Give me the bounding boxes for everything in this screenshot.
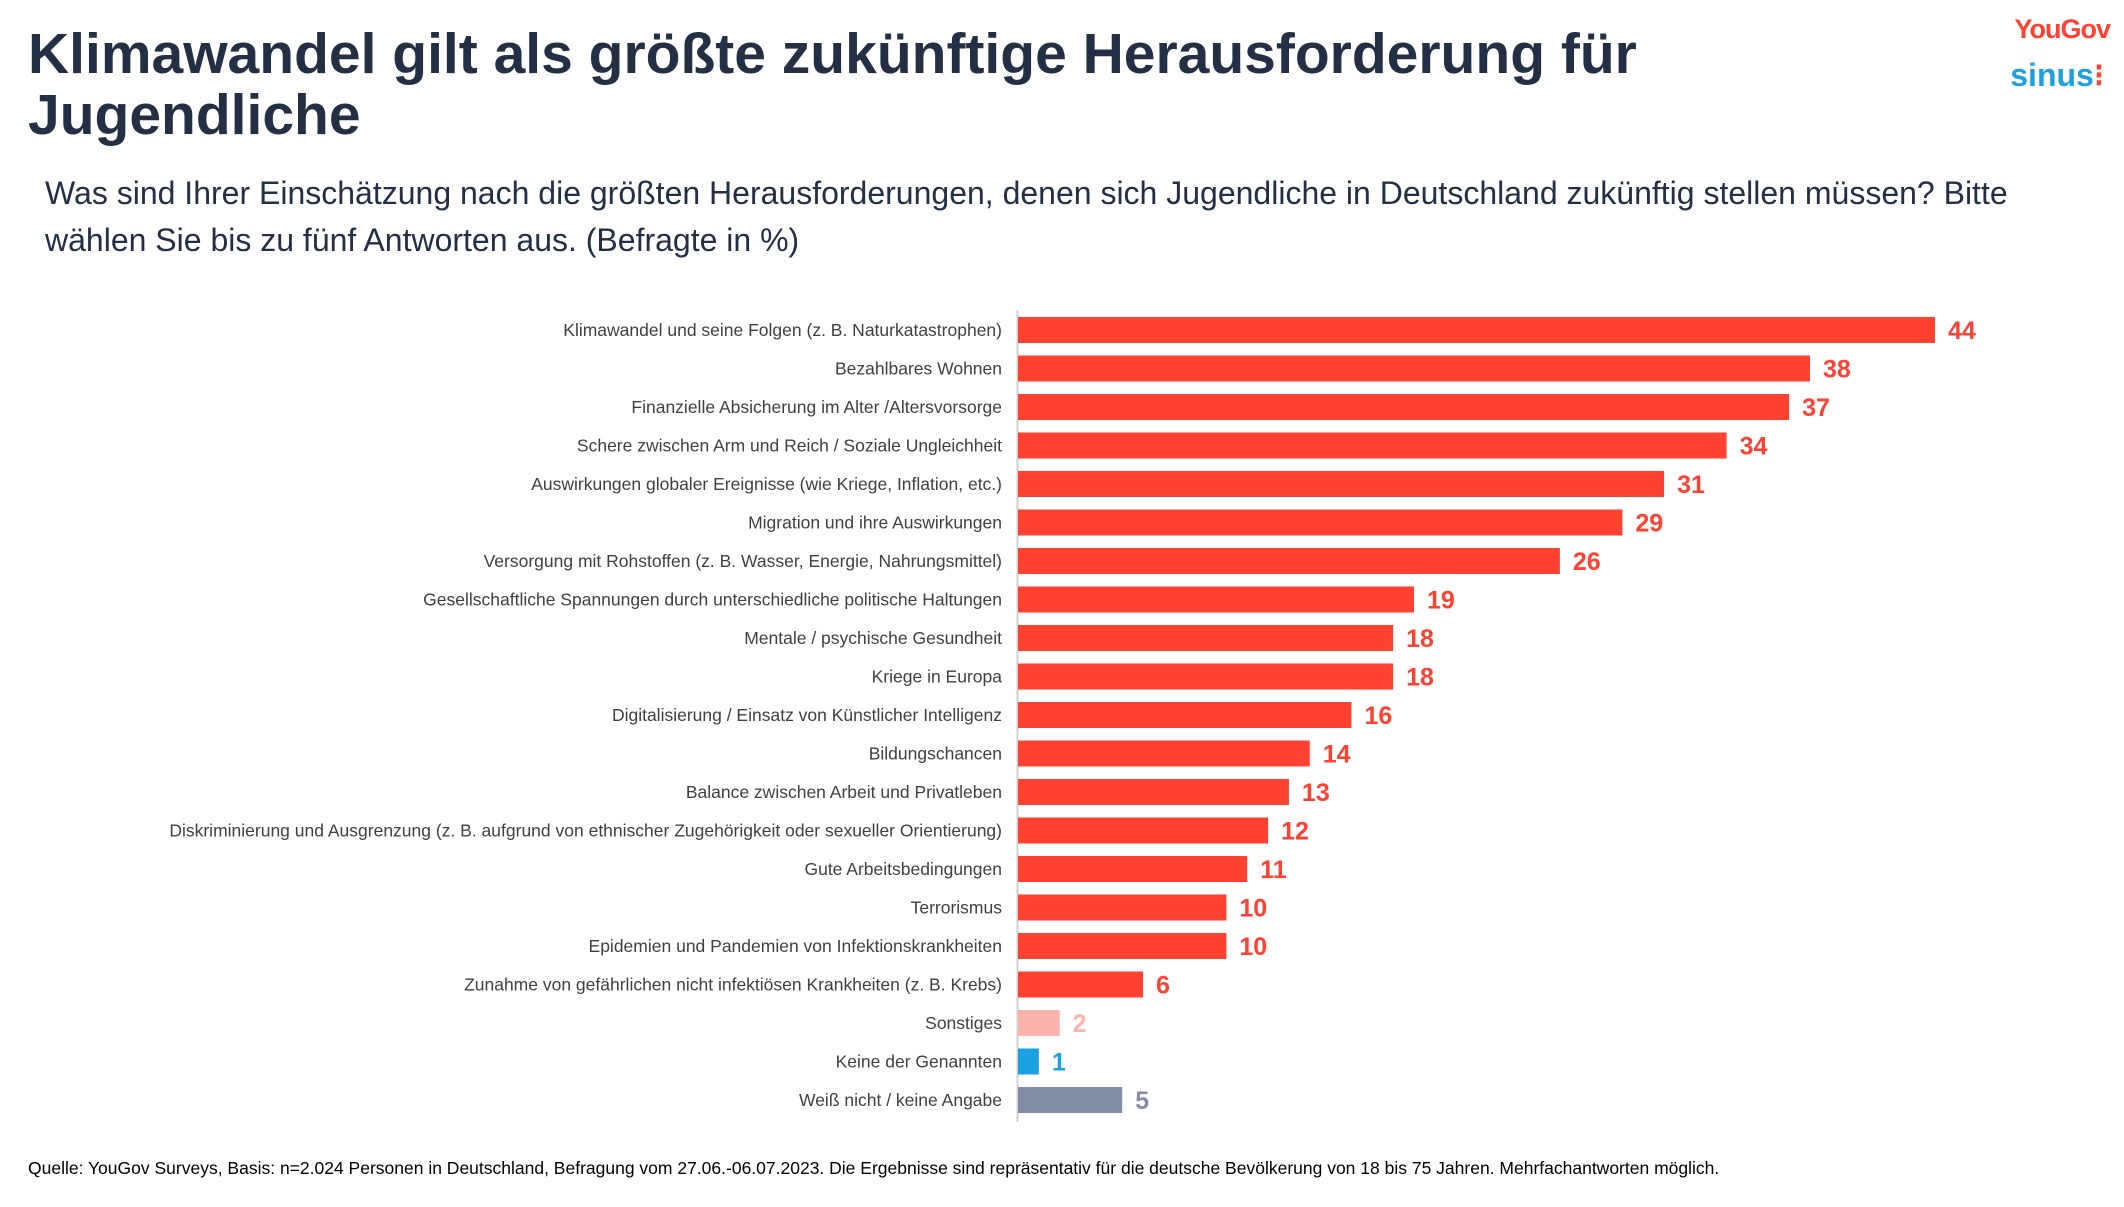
value-label: 44 [1948, 317, 1976, 345]
category-label: Keine der Genannten [836, 1052, 1002, 1072]
bar [1018, 1087, 1123, 1113]
page-title: Klimawandel gilt als größte zukünftige H… [28, 22, 1637, 147]
value-label: 6 [1156, 972, 1170, 1000]
bar [1018, 317, 1935, 343]
bar [1018, 548, 1560, 574]
value-label: 38 [1823, 356, 1851, 384]
source-footnote: Quelle: YouGov Surveys, Basis: n=2.024 P… [28, 1158, 1720, 1178]
bar [1018, 663, 1394, 690]
category-label: Gesellschaftliche Spannungen durch unter… [423, 590, 1002, 610]
value-label: 31 [1677, 471, 1705, 499]
bar [1018, 432, 1727, 459]
category-label: Diskriminierung und Ausgrenzung (z. B. a… [169, 821, 1002, 841]
bar [1018, 894, 1227, 921]
bar [1018, 394, 1790, 420]
category-label: Zunahme von gefährlichen nicht infektiös… [464, 975, 1002, 995]
chart-subtitle: Was sind Ihrer Einschätzung nach die grö… [45, 175, 2008, 258]
bar [1018, 586, 1414, 613]
value-label: 10 [1239, 933, 1267, 961]
bar [1018, 856, 1248, 882]
yougov-logo: YouGov [2014, 14, 2111, 44]
value-label: 34 [1740, 433, 1768, 461]
category-label: Weiß nicht / keine Angabe [799, 1090, 1002, 1110]
category-label: Auswirkungen globaler Ereignisse (wie Kr… [531, 474, 1002, 494]
value-label: 18 [1406, 625, 1434, 653]
bar [1018, 740, 1310, 767]
bar [1018, 509, 1623, 536]
category-label: Digitalisierung / Einsatz von Künstliche… [612, 705, 1002, 725]
category-label: Sonstiges [925, 1013, 1002, 1033]
category-label: Migration und ihre Auswirkungen [748, 513, 1002, 533]
category-label: Gute Arbeitsbedingungen [804, 859, 1002, 879]
value-label: 1 [1052, 1049, 1066, 1077]
bar [1018, 355, 1810, 382]
category-label: Terrorismus [911, 898, 1003, 918]
bar [1018, 1048, 1039, 1075]
value-label: 19 [1427, 587, 1455, 615]
value-label: 12 [1281, 818, 1309, 846]
sinus-logo: sinus⁝ [2010, 57, 2104, 93]
category-label: Kriege in Europa [872, 667, 1003, 687]
category-label: Bezahlbares Wohnen [835, 359, 1002, 379]
bar [1018, 779, 1289, 805]
bar [1018, 625, 1394, 651]
bar-chart: Klimawandel und seine Folgen (z. B. Natu… [169, 310, 1976, 1122]
value-label: 14 [1323, 741, 1351, 769]
category-label: Schere zwischen Arm und Reich / Soziale … [577, 436, 1002, 456]
value-label: 5 [1135, 1087, 1149, 1115]
bar [1018, 817, 1269, 844]
value-label: 29 [1635, 510, 1663, 538]
bar [1018, 471, 1665, 497]
category-label: Bildungschancen [869, 744, 1002, 764]
category-label: Mentale / psychische Gesundheit [744, 628, 1002, 648]
category-label: Finanzielle Absicherung im Alter /Alters… [631, 397, 1002, 417]
bar [1018, 1010, 1060, 1036]
value-label: 11 [1260, 856, 1287, 884]
value-label: 2 [1073, 1010, 1087, 1038]
category-label: Versorgung mit Rohstoffen (z. B. Wasser,… [484, 551, 1002, 571]
category-label: Balance zwischen Arbeit und Privatleben [686, 782, 1002, 802]
category-label: Epidemien und Pandemien von Infektionskr… [589, 936, 1002, 956]
bar [1018, 702, 1352, 728]
value-label: 16 [1364, 702, 1392, 730]
value-label: 10 [1239, 895, 1267, 923]
value-label: 26 [1573, 548, 1601, 576]
bar [1018, 971, 1144, 998]
value-label: 37 [1802, 394, 1830, 422]
bar [1018, 933, 1227, 959]
category-label: Klimawandel und seine Folgen (z. B. Natu… [563, 320, 1002, 340]
value-label: 13 [1302, 779, 1330, 807]
value-label: 18 [1406, 664, 1434, 692]
